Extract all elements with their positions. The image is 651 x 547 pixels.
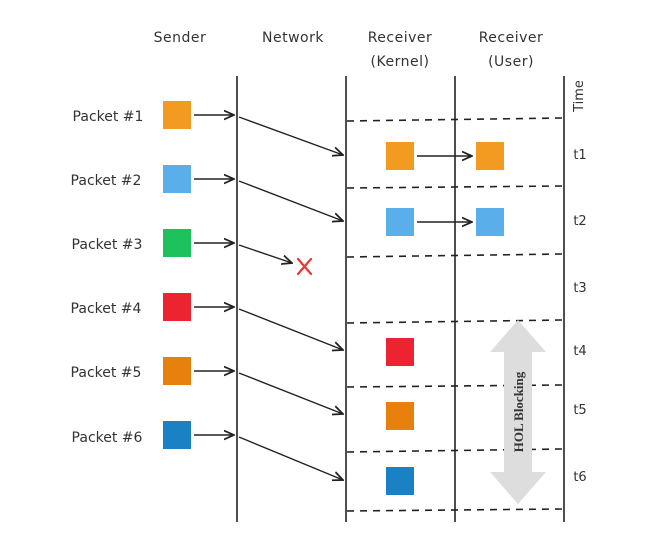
packet-1-sender-square [163, 101, 191, 129]
packet-3-sender-square [163, 229, 191, 257]
time-tick-t3: t3 [573, 281, 586, 296]
packet-6-sender-square [163, 421, 191, 449]
time-boundary [346, 185, 563, 189]
packet-4-kernel-square [386, 338, 414, 366]
sender-heading: Sender [154, 30, 207, 46]
receiver-kernel-subheading: (Kernel) [371, 54, 430, 70]
time-boundary [346, 319, 563, 324]
receiver-kernel-heading: Receiver [368, 30, 433, 46]
time-axis-label: Time [572, 80, 587, 113]
packet-4-label: Packet #4 [71, 301, 142, 317]
packet-1-user-square [476, 142, 504, 170]
network-arrow-packet-6 [238, 436, 343, 480]
packet-1-label: Packet #1 [73, 109, 144, 125]
time-tick-t2: t2 [573, 214, 586, 229]
packet-2-kernel-square [386, 208, 414, 236]
time-boundary [346, 384, 563, 388]
network-arrow-packet-5 [238, 372, 343, 414]
receiver-user-heading: Receiver [479, 30, 544, 46]
packet-5-sender-square [163, 357, 191, 385]
packet-3-label: Packet #3 [72, 237, 143, 253]
time-tick-t6: t6 [573, 470, 586, 485]
time-tick-t1: t1 [573, 148, 586, 163]
packet-5-label: Packet #5 [71, 365, 142, 381]
packet-2-label: Packet #2 [71, 173, 142, 189]
network-arrow-packet-1 [238, 116, 343, 155]
time-tick-t5: t5 [573, 403, 586, 418]
network-arrow-packet-4 [238, 308, 343, 350]
time-boundary [346, 253, 563, 258]
packet-5-kernel-square [386, 402, 414, 430]
time-boundary [346, 117, 563, 122]
network-arrows [238, 116, 343, 480]
hol-blocking-arrow: HOL Blocking [490, 320, 546, 504]
time-boundaries [346, 117, 563, 512]
time-boundary [346, 508, 563, 512]
send-arrows [194, 115, 234, 435]
packet-2-user-square [476, 208, 504, 236]
receiver-user-subheading: (User) [488, 54, 534, 70]
packet-2-sender-square [163, 165, 191, 193]
lost-mark-stroke [296, 257, 313, 276]
packet-6-kernel-square [386, 467, 414, 495]
packet-4-sender-square [163, 293, 191, 321]
packet-1-kernel-square [386, 142, 414, 170]
network-arrow-packet-3 [238, 244, 292, 263]
time-tick-t4: t4 [573, 344, 586, 359]
network-arrow-packet-2 [238, 180, 343, 221]
hol-blocking-label: HOL Blocking [511, 371, 526, 452]
double-arrow-icon [490, 320, 546, 504]
time-boundary [346, 448, 563, 453]
lost-packet-marker [296, 257, 313, 276]
network-heading: Network [262, 30, 324, 46]
packet-6-label: Packet #6 [72, 430, 143, 446]
